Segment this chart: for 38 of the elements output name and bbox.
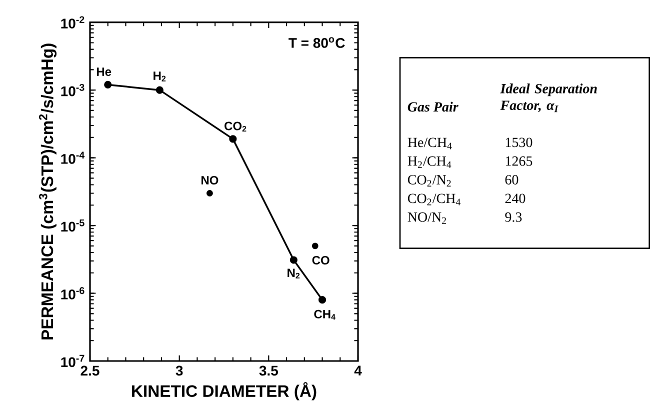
text: CO$_{2}$/N$_{2}$	[408, 175, 451, 187]
text: H$_{2}$/CH$_{4}$	[408, 156, 452, 168]
text: 1530	[506, 138, 532, 148]
annotation: CH$_{4}$	[314, 310, 336, 320]
text: 240	[505, 194, 526, 204]
annotation: H$_{2}$	[154, 72, 166, 82]
text: 1265	[506, 156, 532, 166]
point	[229, 135, 237, 143]
annotation: He	[96, 68, 112, 76]
x-axis-title: KINETIC DIAMETER (Å)	[132, 382, 316, 400]
text: 9.3	[505, 212, 522, 222]
point	[206, 190, 213, 196]
point	[312, 242, 318, 250]
point	[318, 296, 326, 304]
text: CO$_{2}$/CH$_{4}$	[408, 194, 460, 206]
annotation: CO	[312, 256, 330, 264]
x-tick-label: 3	[176, 366, 183, 376]
annotation: N$_{2}$	[288, 268, 300, 278]
x-tick-label: 4	[354, 366, 362, 376]
y-tick-label: 10$^{-4}$	[61, 152, 85, 164]
y-tick-label: 10$^{-6}$	[61, 287, 84, 300]
annotation: T = 80$^{o}$C	[288, 37, 345, 48]
x-tick-label: 2.5	[80, 366, 100, 376]
annotation: CO$_{2}$	[224, 122, 246, 132]
annotation: NO	[202, 176, 218, 185]
x-tick-label: 3.5	[259, 366, 278, 376]
text: 60	[505, 175, 518, 184]
text: Gas Pair	[408, 102, 458, 112]
point	[290, 256, 298, 264]
point	[104, 80, 112, 89]
y-tick-label: 10$^{-5}$	[61, 219, 84, 232]
text: Ideal Separation Factor, α$_{I}$	[500, 84, 597, 112]
y-axis-title: PERMEANCE (cm$^{3}$(STP)/cm$^{2}$/s/cmHg)	[39, 44, 57, 340]
text: NO/N$_{2}$	[408, 212, 446, 224]
text: He/CH$_{4}$	[408, 138, 452, 150]
y-tick-label: 10$^{-3}$	[61, 84, 84, 96]
point	[156, 86, 164, 94]
y-tick-label: 10$^{-2}$	[61, 16, 84, 28]
